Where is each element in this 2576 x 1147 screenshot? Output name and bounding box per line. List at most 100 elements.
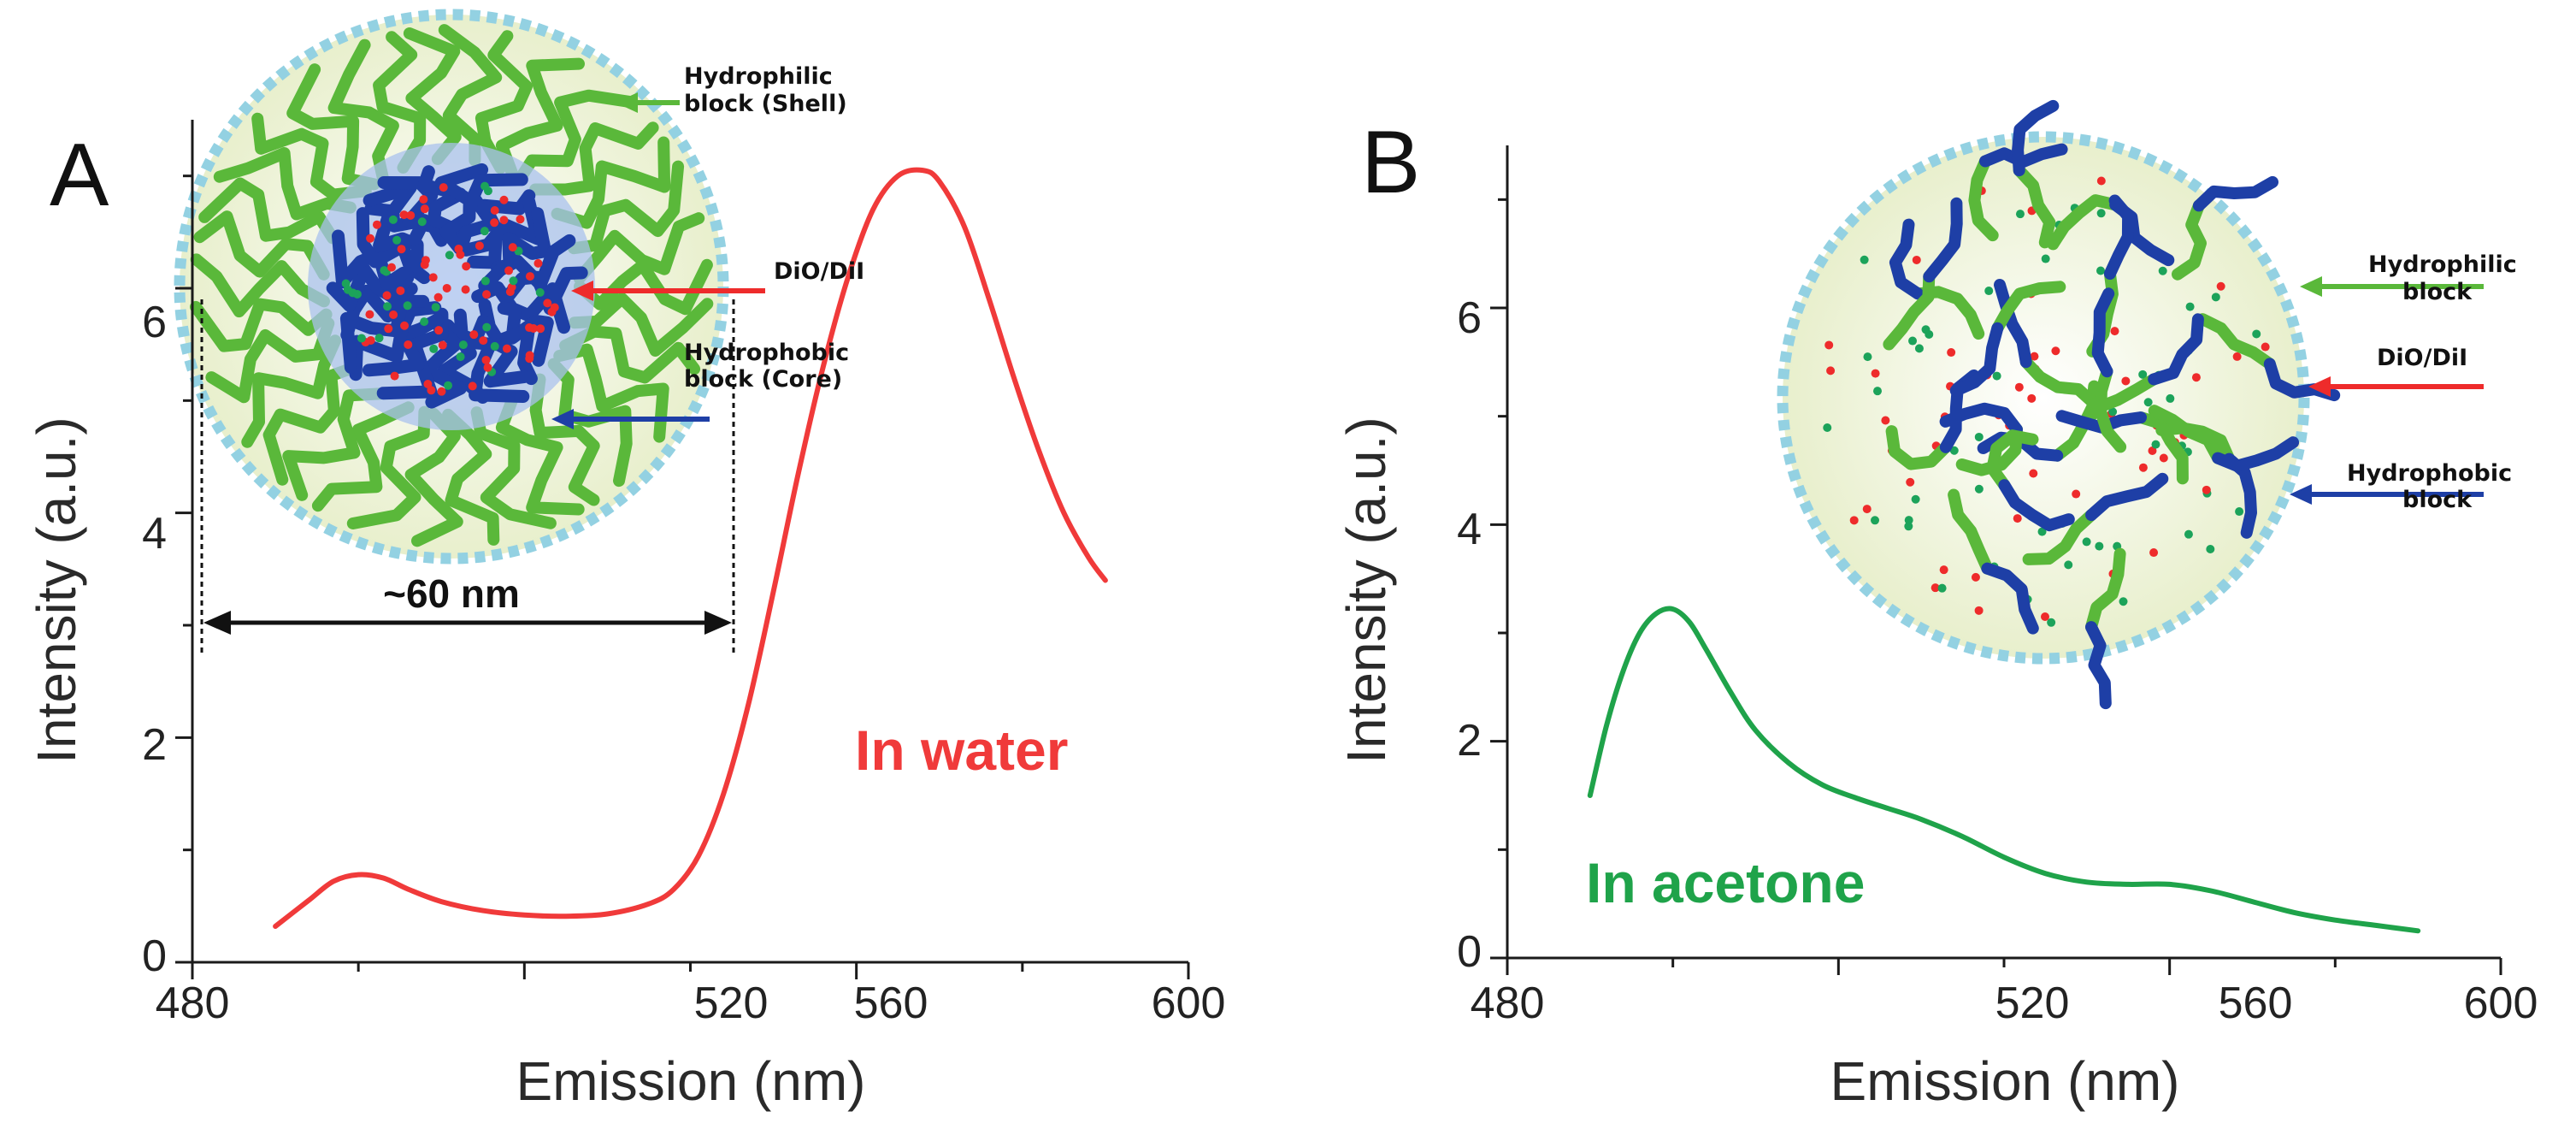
core-arrow-a-head xyxy=(551,409,574,429)
dye-dot xyxy=(421,256,430,265)
dye-dot xyxy=(420,204,429,214)
dye-dot xyxy=(419,195,428,204)
shell-chain xyxy=(262,362,359,486)
hydrophobic-chain xyxy=(1981,562,2039,635)
dye-dot xyxy=(357,334,366,343)
shell-chain xyxy=(373,31,427,174)
hydrophilic-chain xyxy=(2019,356,2100,410)
shell-chain xyxy=(475,30,533,174)
dye-dot xyxy=(389,310,398,319)
hydrophobic-chain xyxy=(1994,279,2032,369)
dye-arrow-b-head xyxy=(2308,376,2331,397)
dye-dot xyxy=(2027,393,2037,403)
panel-a-y-axis-title: Intensity (a.u.) xyxy=(26,417,87,764)
dye-dot xyxy=(1824,340,1834,350)
dye-dot xyxy=(535,287,545,297)
dye-dot xyxy=(434,326,444,335)
dye-dot xyxy=(490,205,499,215)
dye-dot xyxy=(1911,494,1920,504)
dye-dot xyxy=(2013,514,2022,523)
dye-dot xyxy=(343,285,352,294)
hydrophobic-chain xyxy=(2085,621,2112,710)
panel-a-xtick-480: 480 xyxy=(156,978,230,1028)
dye-dot xyxy=(1871,516,1880,525)
dye-dot xyxy=(445,251,454,260)
dye-dot xyxy=(462,262,471,271)
core-label-a-line1: Hydrophobic xyxy=(684,340,849,366)
shell-chain xyxy=(438,24,503,167)
dye-dot xyxy=(374,334,384,343)
hydrophilic-chain xyxy=(1885,425,1952,470)
dye-dot xyxy=(509,276,518,286)
dye-dot xyxy=(2041,254,2050,263)
panel-b-series-in-acetone xyxy=(1587,606,2421,934)
dye-dot xyxy=(442,283,451,293)
panel-a-marks xyxy=(273,167,1108,929)
dye-dot xyxy=(1908,336,1918,346)
hydrophobic-chain xyxy=(2091,287,2115,378)
shell-chain xyxy=(251,112,372,201)
dye-dot xyxy=(543,299,552,308)
panel-b-xtick-560: 560 xyxy=(2219,978,2293,1028)
dye-dot xyxy=(372,220,381,229)
dye-dot xyxy=(533,258,543,268)
dye-dot xyxy=(454,245,463,254)
hydrophobic-chain xyxy=(2085,472,2169,522)
dye-dot xyxy=(2082,537,2091,547)
shell-chain xyxy=(286,63,380,191)
dye-dot xyxy=(382,291,392,300)
dye-dot xyxy=(387,263,397,272)
dye-dot xyxy=(479,336,488,346)
dye-dot xyxy=(388,215,398,224)
dye-dot xyxy=(1947,348,1956,358)
dye-dot xyxy=(1904,522,1913,531)
hydrophilic-chain xyxy=(2085,547,2126,634)
shell-chain xyxy=(553,343,669,443)
dye-dot xyxy=(2185,302,2195,311)
dye-dot xyxy=(2072,489,2081,499)
panel-b-ytick-6: 6 xyxy=(1457,293,1482,343)
dye-dot xyxy=(2252,329,2261,339)
core-label-b-line2: block xyxy=(2402,487,2473,513)
shell-chain xyxy=(568,293,714,357)
panel-b: B 480 520 560 600 0 2 4 6 Emission (nm) … xyxy=(1335,99,2538,1112)
panel-b-ytick-4: 4 xyxy=(1457,505,1482,554)
panel-b-ytick-2: 2 xyxy=(1457,716,1482,766)
dye-dot xyxy=(1939,565,1948,575)
shell-chain xyxy=(327,38,399,185)
dye-dot xyxy=(396,286,405,295)
dye-dot xyxy=(1949,446,1959,455)
dye-dot xyxy=(2216,281,2225,291)
shell-chain xyxy=(403,27,462,165)
dye-dot xyxy=(428,273,438,282)
shell-label-a-line2: block (Shell) xyxy=(684,91,847,117)
dye-dot xyxy=(2095,541,2104,551)
shell-chain xyxy=(559,325,701,384)
shell-chain xyxy=(404,407,463,547)
panel-a-condition-label: In water xyxy=(855,718,1068,782)
hydrophobic-chain xyxy=(2148,313,2204,386)
dye-dot xyxy=(438,340,447,350)
dye-dot xyxy=(1912,255,1921,264)
shell-label-b-line2: block xyxy=(2402,279,2473,305)
shell-chain xyxy=(190,298,333,352)
dye-dot xyxy=(2096,209,2106,218)
panel-b-ytick-0: 0 xyxy=(1457,927,1482,977)
core-chain xyxy=(326,263,415,312)
dye-dot xyxy=(2235,507,2244,517)
shell-chain xyxy=(241,334,341,448)
dye-dot xyxy=(525,323,534,333)
hydrophilic-chain xyxy=(2172,199,2207,281)
shell-chain xyxy=(495,57,585,180)
dye-dot xyxy=(427,386,436,395)
panel-a-ytick-4: 4 xyxy=(142,509,167,559)
shell-chain xyxy=(514,89,636,185)
core-chain xyxy=(417,165,467,237)
dye-dot xyxy=(423,379,433,388)
dye-dot xyxy=(461,285,470,294)
dye-dot xyxy=(2191,373,2201,382)
dye-dot xyxy=(439,183,448,192)
dye-dot xyxy=(2121,376,2131,386)
shell-chain xyxy=(568,160,685,255)
